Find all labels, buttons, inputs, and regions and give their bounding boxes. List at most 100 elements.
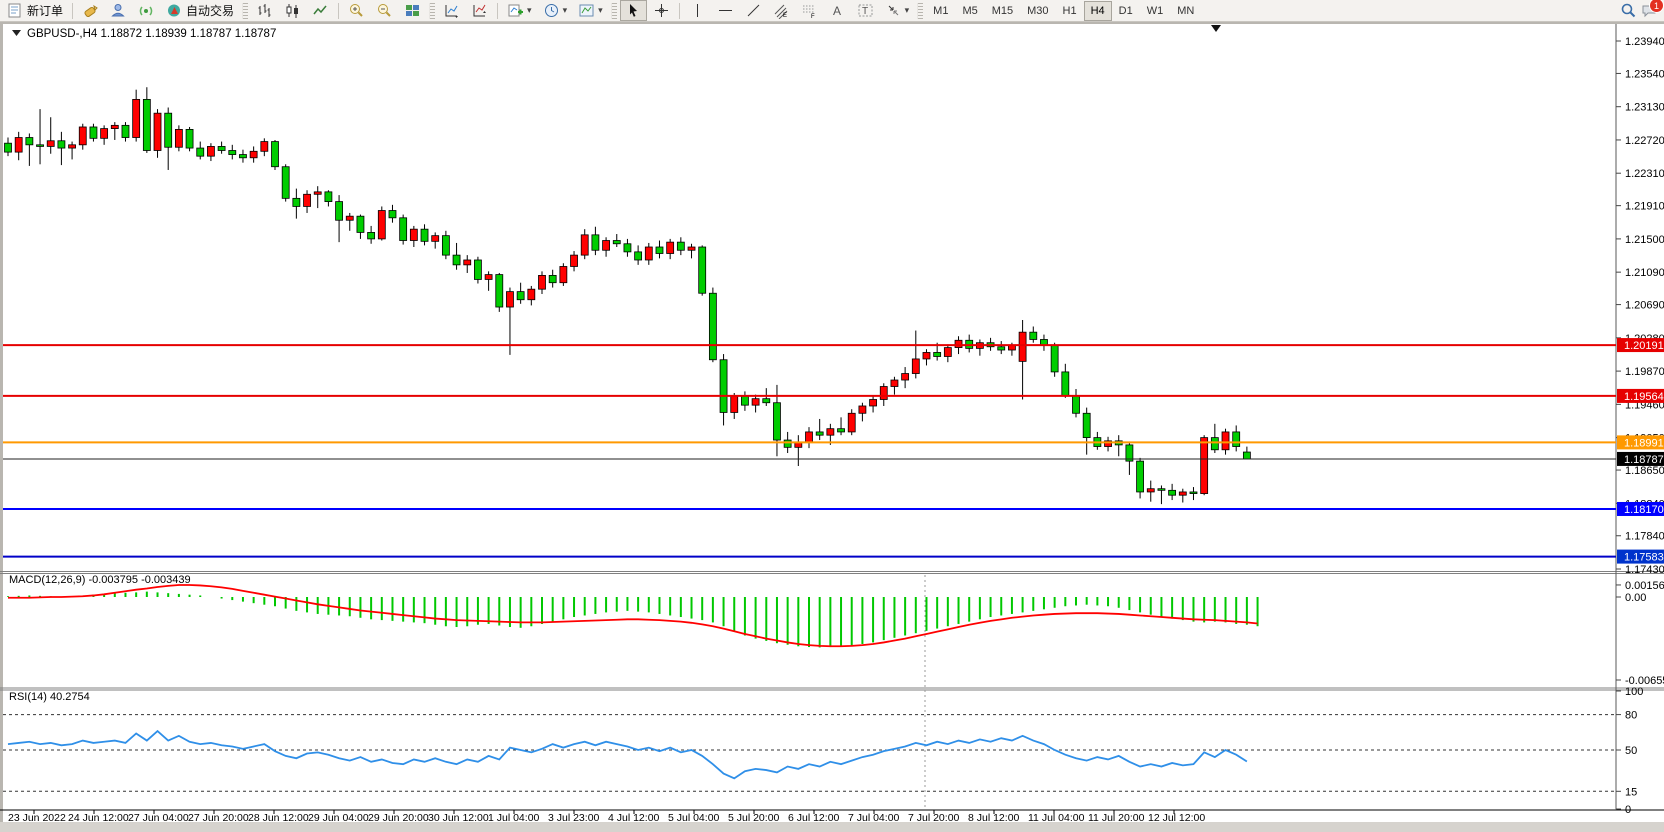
auto-trading-label: 自动交易 — [186, 4, 235, 18]
candle-body — [303, 193, 311, 207]
svg-text:1.19564: 1.19564 — [1624, 391, 1664, 403]
candle-body — [164, 112, 173, 148]
candle-body — [260, 141, 269, 152]
text-icon: A — [833, 4, 841, 18]
trendline-icon — [747, 4, 759, 17]
equidistant-channel-button[interactable]: E — [768, 0, 795, 21]
separator — [678, 2, 680, 19]
new-order-icon — [8, 3, 21, 18]
add-indicator-icon — [508, 4, 524, 17]
vertical-line-button[interactable] — [684, 0, 711, 21]
zoom-out-button[interactable] — [371, 0, 398, 21]
toolbar-grip[interactable] — [610, 2, 617, 19]
candle-body — [911, 358, 920, 374]
fibonacci-button[interactable]: F — [796, 0, 823, 21]
candle-body — [110, 124, 119, 129]
candle-body — [1061, 371, 1070, 396]
candles — [4, 87, 1251, 505]
cursor-button[interactable] — [619, 0, 647, 21]
timeframe-m30-button[interactable]: M30 — [1027, 4, 1049, 17]
rsi-pane: RSI(14) 40.2754 100 80 50 15 0 — [3, 686, 1643, 816]
candle-body — [1125, 444, 1134, 462]
horizontal-line-button[interactable] — [712, 0, 739, 21]
zoom-in-button[interactable] — [343, 0, 370, 21]
candlestick-button[interactable] — [279, 0, 306, 21]
level-lines[interactable] — [3, 344, 1616, 558]
macd-label: MACD(12,26,9) -0.003795 -0.003439 — [9, 574, 191, 586]
svg-text:4 Jul 12:00: 4 Jul 12:00 — [608, 812, 660, 824]
profile-button[interactable] — [105, 0, 132, 21]
notifications-button[interactable]: 1 — [1641, 0, 1664, 19]
candle-body — [495, 274, 504, 308]
text-button[interactable]: A — [824, 0, 851, 21]
template-button[interactable]: ▾ — [573, 0, 608, 21]
timeframe-mn-button[interactable]: MN — [1177, 4, 1195, 17]
trendline-button[interactable] — [740, 0, 767, 21]
svg-text:F: F — [811, 14, 815, 19]
svg-text:29 Jun 04:00: 29 Jun 04:00 — [308, 812, 369, 824]
svg-text:7 Jul 04:00: 7 Jul 04:00 — [848, 812, 900, 824]
timeframe-d1-button[interactable]: D1 — [1118, 4, 1133, 17]
price-chart[interactable]: 1.23940 1.23540 1.23130 1.22720 1.22310 1.219… — [0, 22, 1664, 832]
toolbar-grip[interactable] — [242, 2, 249, 19]
candle-body — [922, 352, 931, 360]
template-icon — [579, 4, 594, 17]
candle-body — [100, 128, 109, 139]
candle-body — [943, 347, 952, 357]
styles-button[interactable] — [77, 0, 104, 21]
signals-icon — [139, 6, 153, 16]
svg-text:24 Jun 12:00: 24 Jun 12:00 — [68, 812, 129, 824]
candle-body — [879, 386, 888, 400]
candlestick-icon — [286, 4, 299, 18]
svg-text:11 Jul 20:00: 11 Jul 20:00 — [1088, 812, 1145, 824]
timeframe-h1-button[interactable]: H1 — [1062, 4, 1077, 17]
candle-body — [78, 126, 87, 146]
candle-body — [676, 241, 685, 251]
candle-body — [997, 346, 1006, 351]
crosshair-button[interactable] — [648, 0, 675, 21]
text-label-button[interactable]: T — [852, 0, 879, 21]
candle-body — [869, 399, 877, 407]
indicator-window-button[interactable] — [438, 0, 465, 21]
shapes-button[interactable]: ▾ — [880, 0, 915, 21]
svg-text:1.21910: 1.21910 — [1625, 201, 1664, 213]
timeframe-h4-button[interactable]: H4 — [1083, 0, 1112, 21]
signals-button[interactable] — [133, 0, 160, 21]
indicator-list-button[interactable] — [466, 0, 493, 21]
candle-body — [708, 292, 717, 361]
horizontal-line-icon — [718, 10, 732, 11]
tile-windows-button[interactable] — [399, 0, 426, 21]
toolbar-grip[interactable] — [917, 2, 924, 19]
bar-chart-button[interactable] — [251, 0, 278, 21]
chart-title[interactable]: GBPUSD-,H4 1.18872 1.18939 1.18787 1.187… — [12, 28, 276, 40]
new-order-button[interactable]: 新订单 — [2, 0, 68, 21]
period-button[interactable]: ▾ — [538, 0, 573, 21]
timeframe-m1-button[interactable]: M1 — [933, 4, 949, 17]
candle-body — [153, 112, 162, 151]
timeframe-m5-button[interactable]: M5 — [962, 4, 978, 17]
candle-body — [313, 191, 322, 195]
toolbar-grip[interactable] — [429, 2, 436, 19]
indicator-list-icon — [473, 4, 487, 17]
separator — [72, 2, 74, 19]
search-icon[interactable] — [1620, 2, 1637, 19]
candle-body — [730, 395, 739, 413]
candle-body — [612, 240, 621, 245]
candle-body — [773, 402, 781, 441]
auto-trading-button[interactable]: 自动交易 — [161, 0, 239, 21]
candle-body — [345, 215, 354, 221]
line-chart-button[interactable] — [307, 0, 334, 21]
timeframe-m15-button[interactable]: M15 — [991, 4, 1014, 17]
svg-text:T: T — [862, 6, 868, 17]
time-axis[interactable]: 23 Jun 2022 24 Jun 12:00 27 Jun 04:00 27 Ju… — [8, 810, 1205, 824]
svg-text:1.20690: 1.20690 — [1625, 300, 1664, 312]
candle-body — [441, 235, 450, 256]
period-clock-icon — [544, 4, 558, 17]
candle-body — [506, 291, 514, 308]
candle-body — [431, 235, 440, 242]
candle-body — [174, 129, 183, 148]
timeframe-w1-button[interactable]: W1 — [1146, 4, 1164, 17]
bar-chart-icon — [258, 4, 271, 17]
add-indicator-button[interactable]: ▾ — [502, 0, 537, 21]
